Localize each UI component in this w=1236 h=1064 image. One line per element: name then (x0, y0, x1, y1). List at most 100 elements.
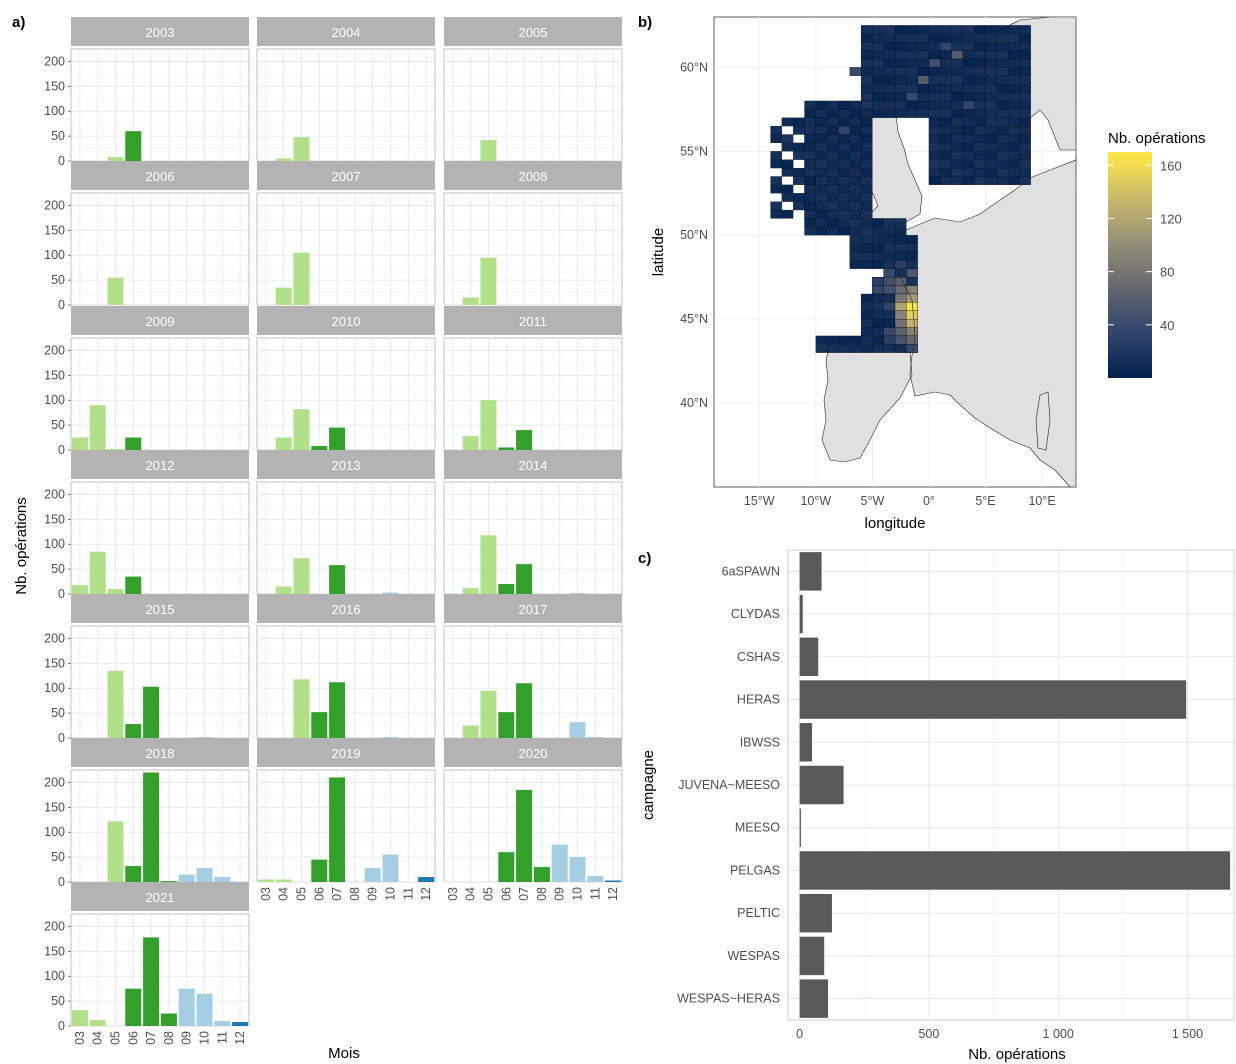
heatmap-cell-base (940, 25, 952, 34)
bar-2016-05 (293, 679, 310, 738)
map-x-tick-label: 0° (923, 494, 935, 508)
panel-letter-c: c) (638, 550, 651, 567)
heatmap-cell-base (962, 176, 975, 185)
bar-2019-04 (275, 879, 292, 882)
heatmap-cell-base (793, 125, 805, 135)
heatmap-cell-base (906, 33, 918, 43)
heatmap-cell-base (781, 159, 794, 169)
x-tick-label: 08 (162, 1031, 176, 1045)
heatmap-cell-base (883, 100, 896, 110)
facet-strip-label: 2015 (146, 602, 175, 617)
y-tick-label: 0 (58, 731, 65, 745)
heatmap-cell-base (860, 142, 873, 152)
heatmap-cell (940, 42, 952, 51)
heatmap-cell-base (917, 84, 930, 93)
panel-c-category-label: CSHAS (737, 650, 780, 664)
heatmap-cell-base (860, 75, 873, 85)
bar-2021-06 (125, 988, 142, 1026)
facet-plot-area (443, 337, 623, 451)
bar-2003-05 (107, 157, 124, 161)
heatmap-cell-base (974, 142, 986, 152)
facet-2011: 2011 (443, 306, 623, 451)
heatmap-cell-base (1008, 25, 1020, 34)
heatmap-cell-base (951, 117, 963, 127)
bar-2021-12 (232, 1022, 249, 1026)
heatmap-cell-base (951, 33, 963, 43)
panel-c-category-label: IBWSS (740, 735, 780, 749)
heatmap-cell-base (860, 344, 873, 353)
bar-2013-04 (275, 586, 292, 594)
heatmap-cell-base (962, 125, 975, 135)
heatmap-cell-base (996, 167, 1009, 177)
y-tick-label: 200 (44, 919, 65, 933)
heatmap-cell-base (996, 109, 1009, 118)
facet-2007: 2007 (256, 161, 436, 306)
facet-plot-area (70, 48, 250, 162)
heatmap-cell-base (940, 100, 952, 110)
heatmap-cell-base (962, 42, 975, 51)
heatmap-cell-base (974, 109, 986, 118)
panel-c-category-label: WESPAS (727, 949, 780, 963)
heatmap-cell-base (815, 201, 828, 211)
heatmap-cell-base (860, 134, 873, 144)
bar-2017-04 (462, 725, 479, 738)
bar-2007-04 (275, 287, 292, 305)
heatmap-cell-base (883, 67, 896, 76)
x-tick-label: 03 (446, 887, 460, 901)
bar-2021-03 (71, 1010, 88, 1026)
heatmap-cell-base (860, 209, 873, 219)
panel-a-ylabel: Nb. opérations (13, 497, 30, 595)
heatmap-cell-base (849, 176, 862, 185)
heatmap-cell-base (827, 151, 839, 160)
heatmap-cell-base (1008, 84, 1020, 93)
facet-strip (444, 306, 622, 335)
heatmap-cell-base (793, 193, 805, 202)
heatmap-cell-base (849, 201, 862, 211)
facet-plot-area (443, 769, 623, 883)
heatmap-cell-base (849, 335, 862, 345)
heatmap-cell-base (860, 33, 873, 43)
bar-2010-04 (275, 437, 292, 450)
heatmap-cell-base (894, 235, 907, 244)
bar-2007-05 (293, 252, 310, 305)
facet-strip (71, 738, 249, 767)
x-tick-label: 11 (401, 887, 415, 900)
bar-PELGAS (799, 851, 1231, 890)
heatmap-cell-base (974, 134, 986, 144)
bar-2021-07 (143, 937, 160, 1026)
heatmap-cell-base (770, 184, 782, 194)
heatmap-cell-base (951, 134, 963, 144)
heatmap-cell-base (928, 33, 941, 43)
heatmap-cell-base (872, 58, 884, 68)
bar-2017-10 (569, 722, 586, 738)
heatmap-cell-base (781, 167, 794, 177)
heatmap-cell (849, 67, 862, 76)
y-tick-label: 50 (51, 418, 65, 432)
heatmap-cell-base (985, 117, 997, 127)
facet-strip-label: 2007 (332, 169, 361, 184)
bar-2018-10 (196, 868, 213, 882)
facet-strip-label: 2014 (519, 458, 548, 473)
heatmap-cell-base (894, 251, 907, 261)
facet-plot-area (70, 337, 250, 451)
legend-tick-label: 80 (1160, 265, 1174, 280)
heatmap-cell-base (860, 25, 873, 34)
bar-2013-10 (382, 592, 399, 594)
heatmap-cell-base (849, 243, 862, 253)
legend-tick-label: 40 (1160, 318, 1174, 333)
heatmap-cell-base (849, 235, 862, 244)
heatmap-cell-base (940, 75, 952, 85)
facet-strip (71, 17, 249, 46)
facet-2003: 2003 0 50 100 150 200 (44, 17, 250, 168)
heatmap-cell-base (815, 125, 828, 135)
y-tick-label: 150 (44, 656, 65, 670)
bar-2011-04 (462, 436, 479, 450)
bar-2020-11 (587, 876, 604, 882)
heatmap-cell-base (894, 84, 907, 93)
legend-ticks: 40 80 120 160 (1108, 158, 1182, 333)
heatmap-cell-base (815, 184, 828, 194)
heatmap-cell-base (974, 58, 986, 68)
heatmap-cell (894, 277, 907, 286)
panel-c-category-label: PELTIC (737, 906, 780, 920)
heatmap-cell (883, 277, 896, 286)
